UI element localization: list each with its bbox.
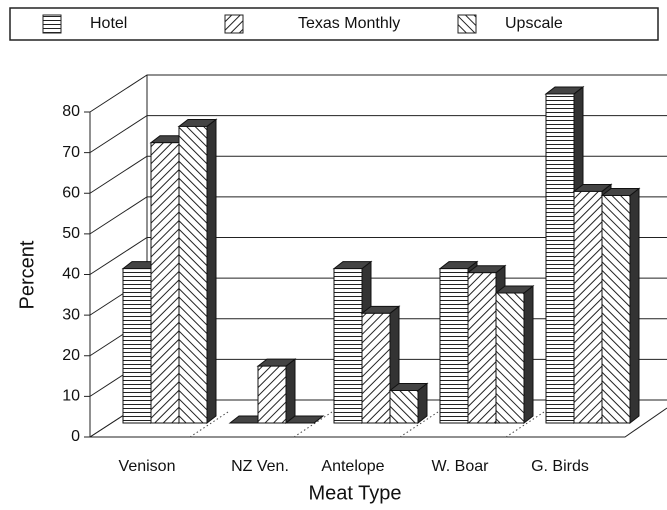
legend-swatch	[42, 14, 62, 34]
bar	[284, 415, 325, 424]
bar-front	[439, 268, 469, 424]
plot-area: 0 10 20 30 40 50 60 70 80 Venison NZ Ven. Antelope W…	[62, 74, 667, 475]
x-tick-label: Venison	[119, 458, 176, 475]
bar-front	[545, 93, 575, 424]
bar-side	[629, 187, 640, 425]
bar	[256, 358, 297, 425]
bar	[177, 118, 218, 425]
y-tick-label: 70	[62, 144, 80, 161]
bar	[360, 305, 401, 425]
y-tick-label: 60	[62, 184, 80, 201]
grid-line	[89, 74, 667, 113]
bar-front	[361, 312, 391, 424]
bar-front	[467, 272, 497, 424]
x-tick-label: W. Boar	[432, 458, 490, 475]
grid-line	[89, 237, 667, 275]
bar-front	[122, 268, 152, 424]
legend-label: Texas Monthly	[298, 15, 400, 32]
y-tick-label: 50	[62, 225, 80, 242]
x-tick-label: G. Birds	[531, 458, 589, 475]
bar-front	[333, 268, 363, 424]
bar-side	[206, 118, 217, 425]
floor	[90, 407, 667, 438]
bar-side	[523, 284, 534, 425]
x-tick-label: Antelope	[321, 458, 384, 475]
legend-swatch	[457, 14, 477, 34]
y-axis-label: Percent	[16, 240, 38, 309]
grid-line	[89, 115, 667, 154]
bar-front	[150, 142, 180, 424]
y-tick-label: 10	[62, 388, 80, 405]
grid-line	[89, 196, 667, 235]
bar-front	[495, 292, 525, 424]
bar-side	[285, 358, 296, 425]
bar	[494, 284, 535, 425]
x-tick-label: NZ Ven.	[231, 458, 289, 475]
bar-front	[601, 195, 631, 424]
y-tick-label: 80	[62, 103, 80, 120]
bar	[388, 382, 429, 425]
bar-top	[284, 415, 325, 424]
x-axis-label: Meat Type	[308, 482, 401, 504]
bar-front	[389, 390, 419, 424]
legend-label: Upscale	[505, 15, 563, 32]
y-tick-label: 30	[62, 306, 80, 323]
y-tick-label: 0	[71, 428, 80, 445]
bar-front	[257, 365, 287, 424]
legend-swatch	[224, 14, 244, 34]
y-tick-label: 20	[62, 347, 80, 364]
legend-box	[9, 7, 659, 41]
y-tick-label: 40	[62, 266, 80, 283]
bar-front	[178, 125, 208, 424]
bar-front	[573, 190, 603, 424]
bar	[600, 187, 641, 425]
legend-label: Hotel	[90, 15, 127, 32]
grid-line	[89, 155, 667, 194]
